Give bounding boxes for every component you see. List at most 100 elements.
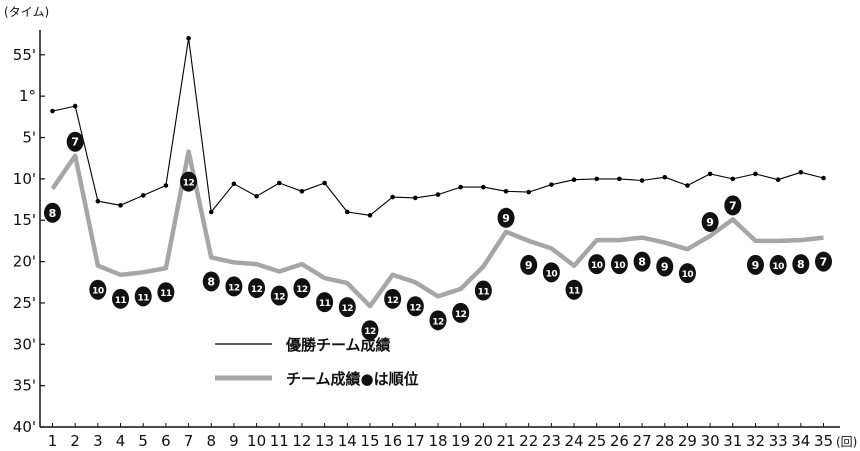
rank-badge: 11: [112, 288, 130, 309]
x-tick-label: 3: [93, 432, 103, 450]
x-tick-label: 4: [116, 432, 126, 450]
rank-badge: 12: [452, 302, 470, 323]
x-axis-unit-label: (回): [836, 435, 857, 449]
x-tick-label: 7: [184, 432, 194, 450]
rank-badge-label: 12: [296, 285, 308, 295]
winner-point: [390, 194, 395, 200]
rank-badge-circle: [678, 263, 696, 284]
rank-badge-label: 12: [364, 327, 376, 337]
rank-badge-circle: [44, 202, 61, 223]
rank-badge-circle: [520, 254, 538, 275]
x-tick-label: 34: [791, 432, 810, 450]
rank-badge: 11: [134, 286, 152, 307]
x-tick-label: 25: [587, 432, 606, 450]
rank-badge-label: 11: [568, 287, 580, 297]
rank-badge-label: 12: [410, 303, 422, 313]
rank-badge-label: 10: [546, 269, 558, 279]
rank-badge: 9: [701, 211, 719, 232]
rank-badge: 10: [89, 279, 107, 300]
winner-point: [503, 188, 509, 194]
winner-point: [753, 171, 758, 177]
x-tick-label: 23: [542, 432, 561, 450]
series-line-winner: [52, 37, 824, 216]
rank-badge-circle: [542, 262, 560, 283]
rank-badge-circle: [338, 297, 356, 318]
winner-point: [549, 182, 554, 187]
x-tick-label: 22: [519, 432, 538, 450]
y-axis-unit-label: (タイム): [4, 5, 49, 19]
x-tick-label: 8: [206, 432, 216, 450]
rank-badge-circle: [792, 254, 810, 275]
rank-badge-label: 12: [251, 285, 263, 295]
winner-point: [662, 174, 668, 180]
rank-badge: 7: [724, 195, 742, 216]
rank-badge-label: 7: [71, 136, 79, 149]
y-tick-label: 10': [13, 170, 36, 188]
rank-badge-label: 11: [319, 299, 331, 309]
rank-badge: 8: [792, 254, 810, 275]
rank-badge: 12: [293, 278, 311, 299]
rank-badge-label: 9: [706, 216, 714, 229]
rank-badge-circle: [202, 271, 220, 292]
rank-badge: 9: [656, 256, 674, 277]
rank-badge: 10: [610, 254, 628, 275]
x-tick-label: 12: [292, 432, 311, 450]
y-tick-label: 35': [13, 377, 36, 395]
rank-badge-circle: [588, 254, 606, 275]
rank-badge: 7: [66, 131, 84, 152]
winner-point: [367, 212, 373, 218]
legend-label-team: チーム成績●は順位: [286, 370, 419, 388]
rank-badge: 8: [633, 251, 651, 272]
rank-badge-circle: [270, 285, 288, 306]
rank-badge-circle: [724, 195, 742, 216]
rank-badge-circle: [474, 280, 492, 301]
x-tick-label: 1: [48, 432, 58, 450]
x-tick-label: 33: [769, 432, 788, 450]
legend: 優勝チーム成績 チーム成績●は順位: [215, 336, 419, 388]
x-tick-label: 10: [247, 432, 266, 450]
rank-badge-label: 10: [682, 270, 694, 280]
rank-badge-label: 8: [207, 275, 215, 288]
rank-badge: 8: [44, 202, 61, 223]
winner-point: [276, 180, 282, 186]
rank-badge-circle: [248, 278, 266, 299]
rank-badge-label: 10: [92, 287, 104, 297]
winner-point: [163, 183, 169, 188]
rank-layer: 8 7 10 11 11 11 12 8 12 12 12 12 11 12 12 12 12 12 12 11 9 9 1…: [44, 131, 832, 341]
rank-badge-circle: [656, 256, 674, 277]
x-tick-label: 13: [315, 432, 334, 450]
rank-badge-circle: [701, 211, 719, 232]
rank-badge-label: 12: [342, 304, 354, 314]
x-tick-label: 2: [70, 432, 80, 450]
rank-badge: 11: [474, 280, 492, 301]
rank-badge-label: 9: [525, 259, 533, 272]
rank-badge-label: 8: [797, 258, 805, 271]
x-tick-label: 9: [229, 432, 239, 450]
rank-badge-circle: [316, 292, 334, 313]
rank-badge-circle: [452, 302, 470, 323]
rank-badge-circle: [225, 276, 243, 297]
y-tick-label: 5': [22, 129, 36, 147]
rank-badge: 10: [678, 263, 696, 284]
rank-badge-label: 7: [820, 256, 828, 269]
rank-badge-circle: [157, 282, 175, 303]
x-tick-label: 5: [138, 432, 148, 450]
rank-badge-label: 11: [478, 288, 490, 298]
y-tick-label: 30': [13, 335, 36, 353]
rank-badge-circle: [429, 310, 447, 331]
x-tick-label: 35: [814, 432, 833, 450]
winner-point: [481, 184, 486, 190]
winner-point: [458, 184, 463, 190]
rank-badge-circle: [384, 288, 402, 309]
winner-point: [322, 180, 327, 186]
rank-badge-circle: [406, 296, 424, 317]
rank-badge-label: 12: [387, 296, 399, 306]
x-ticks: 1 2 3 4 5 6 7 8 9 10 11 12 13 14 15 16 17 18 19 20 21 22 23 24 2…: [48, 423, 833, 450]
rank-badge-label: 12: [183, 179, 195, 189]
rank-badge: 10: [588, 254, 606, 275]
rank-badge: 11: [157, 282, 175, 303]
rank-badge-label: 9: [752, 259, 760, 272]
rank-badge-circle: [112, 288, 130, 309]
rank-badge: 7: [815, 251, 832, 272]
y-tick-label: 40': [13, 418, 36, 436]
